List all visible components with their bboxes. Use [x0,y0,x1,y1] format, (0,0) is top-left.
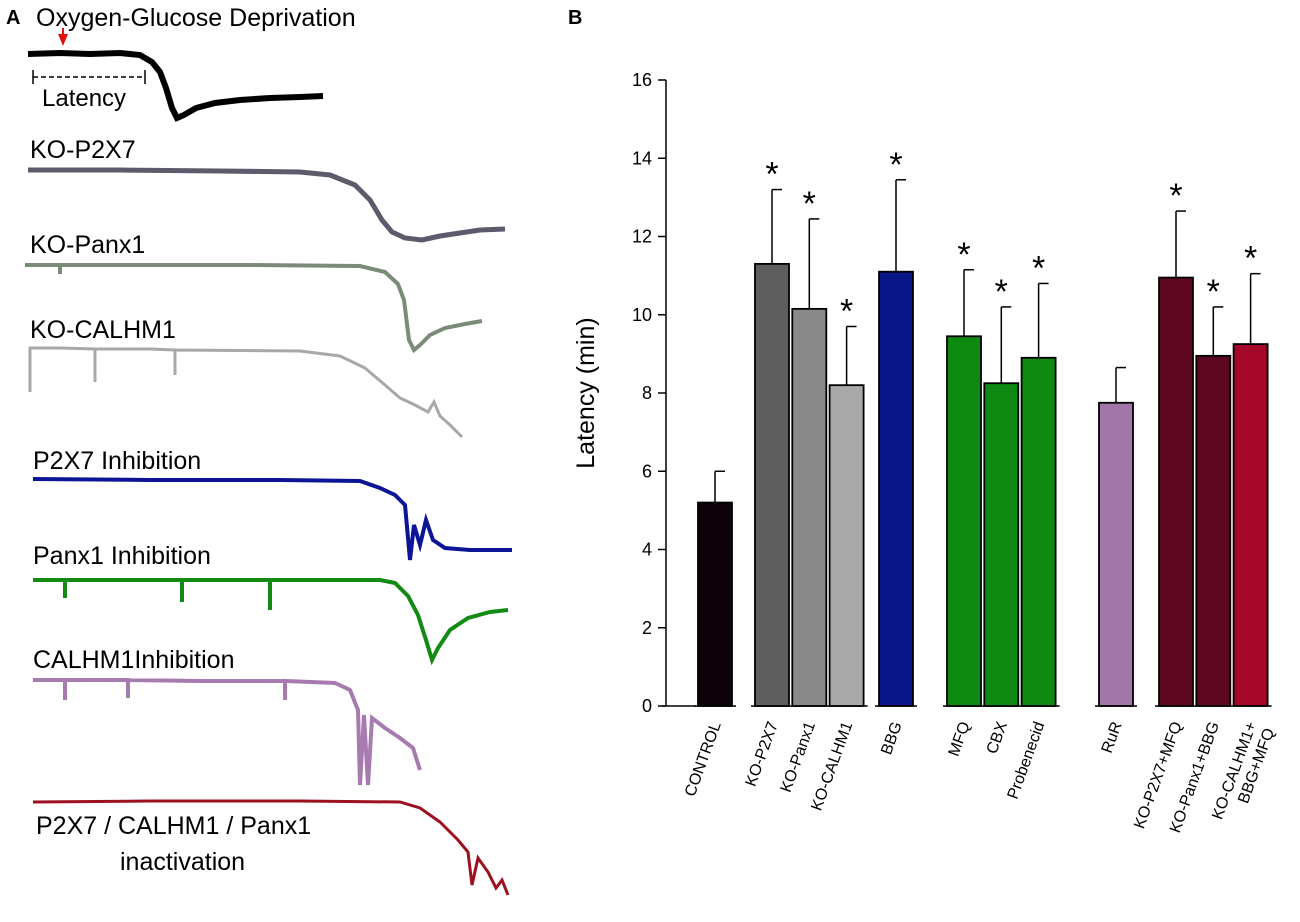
category-label: BBG [878,720,906,758]
y-tick-label: 2 [642,618,652,638]
bar-ko-panx1-bbg [1195,354,1232,707]
significance-star: * [995,273,1008,311]
category-label: KO-Panx1 [778,719,819,794]
y-tick-label: 6 [642,461,652,481]
bar-mfq [946,335,982,707]
panel-a: A Oxygen-Glucose Deprivation Latency KO-… [6,4,512,896]
bar-probenecid [1020,356,1057,707]
y-tick-label: 10 [632,305,652,325]
trace-ogd [27,49,324,122]
y-tick-label: 0 [642,696,652,716]
significance-star: * [889,146,902,184]
trace-combined-inactivation [32,799,510,896]
trace-p2x7-inhibition [32,477,512,561]
trace-label-calhm1-inhibition: CALHM1Inhibition [33,646,235,674]
y-axis-label: Latency (min) [572,317,600,468]
significance-star: * [765,156,778,194]
bar-rur [1098,401,1134,707]
trace-ko-p2x7 [28,167,506,243]
category-label: CONTROL [682,719,725,798]
category-label: RuR [1099,720,1126,756]
onset-arrow-icon [58,34,68,46]
panel-b: B 0 2 4 6 8 10 12 14 16 Latency (min) CONTROL * KO-P… [568,7,1278,835]
y-tick-label: 8 [642,383,652,403]
trace-label-ko-panx1: KO-Panx1 [30,231,145,259]
trace-label-panx1-inhibition: Panx1 Inhibition [33,542,211,570]
bar-cbx [983,382,1020,707]
category-label: KO-CALHM1+BBG+MFQ [1209,720,1278,829]
trace-ko-panx1 [25,263,483,354]
latency-label: Latency [42,85,126,112]
significance-star: * [957,236,970,274]
bar-ko-p2x7-mfq [1158,276,1194,707]
category-label: MFQ [946,720,974,759]
trace-ko-calhm1 [28,346,464,439]
category-label: CBX [984,719,1011,756]
panel-a-letter: A [6,7,20,29]
significance-star: * [840,292,853,330]
bar-bbg [878,270,914,707]
category-label: Probenecid [1005,720,1049,802]
y-tick-label: 12 [632,227,652,247]
bar-chart: 0 2 4 6 8 10 12 14 16 Latency (min) CONTROL * KO-P2X… [572,70,1278,835]
y-tick-label: 4 [642,540,652,560]
trace-label-p2x7-inhibition: P2X7 Inhibition [33,447,201,475]
y-tick-label: 16 [632,70,652,90]
bar-control [697,501,733,707]
trace-label-ogd: Oxygen-Glucose Deprivation [36,4,356,32]
trace-label-ko-calhm1: KO-CALHM1 [30,316,176,344]
trace-calhm1-inhibition [33,677,422,786]
trace-label-ko-p2x7: KO-P2X7 [30,136,136,164]
significance-star: * [1244,240,1257,278]
panel-b-letter: B [568,7,582,29]
trace-label-combined-1: P2X7 / CALHM1 / Panx1 [36,812,311,840]
bar-ko-calhm1-bbg-mfq [1232,343,1269,707]
bar-ko-panx1 [791,307,828,707]
significance-star: * [803,185,816,223]
category-label: KO-P2X7 [743,719,782,788]
y-tick-label: 14 [632,148,652,168]
significance-star: * [1032,249,1045,287]
trace-panx1-inhibition [33,578,509,666]
latency-bracket [32,70,146,84]
significance-star: * [1207,273,1220,311]
significance-star: * [1169,177,1182,215]
bar-ko-calhm1 [828,384,865,707]
bar-ko-p2x7 [754,262,790,707]
trace-label-combined-2: inactivation [120,848,245,876]
